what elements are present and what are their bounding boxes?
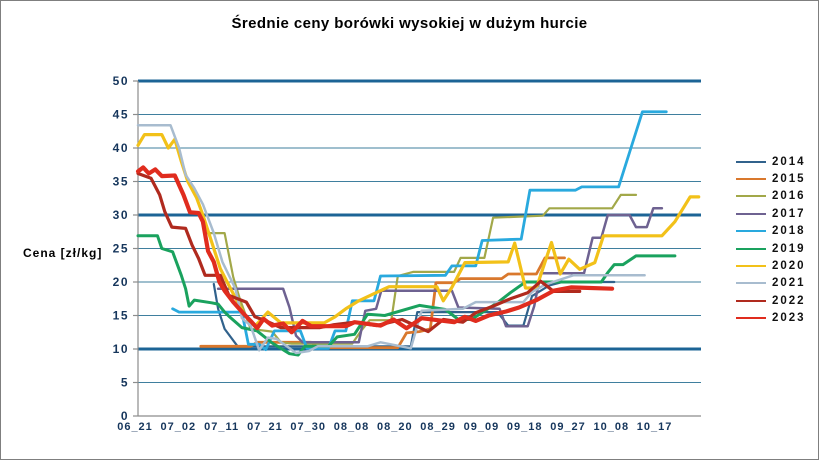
legend-label: 2018 [772, 225, 806, 238]
x-tick-label: 10_17 [637, 421, 673, 433]
x-tick-label: 10_08 [594, 421, 630, 433]
series-line-2017 [216, 207, 664, 344]
x-tick-label: 07_21 [247, 421, 283, 433]
legend-item-2023: 2023 [736, 310, 806, 327]
chart-legend: 2014 2015 2016 2017 2018 2019 2020 2021 2022 2023 [736, 153, 806, 327]
legend-item-2021: 2021 [736, 275, 806, 292]
legend-item-2022: 2022 [736, 292, 806, 309]
legend-item-2015: 2015 [736, 170, 806, 187]
y-tick-label: 5 [121, 376, 129, 390]
legend-label: 2022 [772, 294, 806, 307]
x-tick-label: 08_29 [420, 421, 456, 433]
legend-label: 2020 [772, 260, 806, 273]
legend-swatch-2016 [736, 195, 766, 198]
x-tick-label: 07_11 [204, 421, 239, 433]
y-tick-label: 0 [121, 409, 129, 423]
legend-swatch-2014 [736, 160, 766, 163]
x-tick-label: 07_30 [290, 421, 326, 433]
series-line-2018 [171, 110, 668, 352]
y-tick-label: 20 [113, 275, 129, 289]
legend-swatch-2020 [736, 265, 766, 268]
x-tick-label: 07_02 [161, 421, 197, 433]
legend-swatch-2023 [736, 317, 766, 320]
legend-swatch-2017 [736, 212, 766, 215]
y-tick-label: 15 [113, 309, 129, 323]
series-line-2022 [136, 171, 582, 334]
legend-item-2016: 2016 [736, 188, 806, 205]
series-line-2020 [136, 133, 701, 328]
legend-label: 2021 [772, 277, 806, 290]
legend-item-2020: 2020 [736, 257, 806, 274]
x-tick-label: 08_08 [334, 421, 370, 433]
y-tick-label: 40 [113, 141, 129, 155]
legend-label: 2023 [772, 312, 806, 325]
y-tick-label: 45 [113, 108, 129, 122]
y-axis-title: Cena [zł/kg] [23, 246, 103, 260]
legend-label: 2014 [772, 155, 806, 168]
series-line-2023 [135, 165, 615, 335]
y-tick-label: 25 [113, 242, 129, 256]
x-tick-label: 09_18 [507, 421, 543, 433]
legend-swatch-2018 [736, 230, 766, 233]
legend-swatch-2019 [736, 247, 766, 250]
legend-label: 2019 [772, 242, 806, 255]
legend-label: 2016 [772, 190, 806, 203]
legend-label: 2015 [772, 173, 806, 186]
y-tick-label: 50 [113, 74, 129, 88]
legend-item-2017: 2017 [736, 205, 806, 222]
series-line-2019 [136, 234, 677, 357]
legend-swatch-2021 [736, 282, 766, 285]
legend-item-2019: 2019 [736, 240, 806, 257]
chart-title: Średnie ceny borówki wysokiej w dużym hu… [231, 15, 588, 32]
x-tick-label: 08_20 [377, 421, 413, 433]
x-tick-label: 09_09 [464, 421, 500, 433]
legend-label: 2017 [772, 207, 806, 220]
legend-item-2018: 2018 [736, 223, 806, 240]
series-line-2016 [206, 193, 638, 345]
legend-item-2014: 2014 [736, 153, 806, 170]
x-tick-label: 09_27 [550, 421, 586, 433]
legend-swatch-2022 [736, 299, 766, 302]
y-tick-label: 30 [113, 208, 129, 222]
y-tick-label: 35 [113, 175, 129, 189]
legend-swatch-2015 [736, 178, 766, 181]
y-tick-label: 10 [113, 342, 129, 356]
x-tick-label: 06_21 [117, 421, 153, 433]
